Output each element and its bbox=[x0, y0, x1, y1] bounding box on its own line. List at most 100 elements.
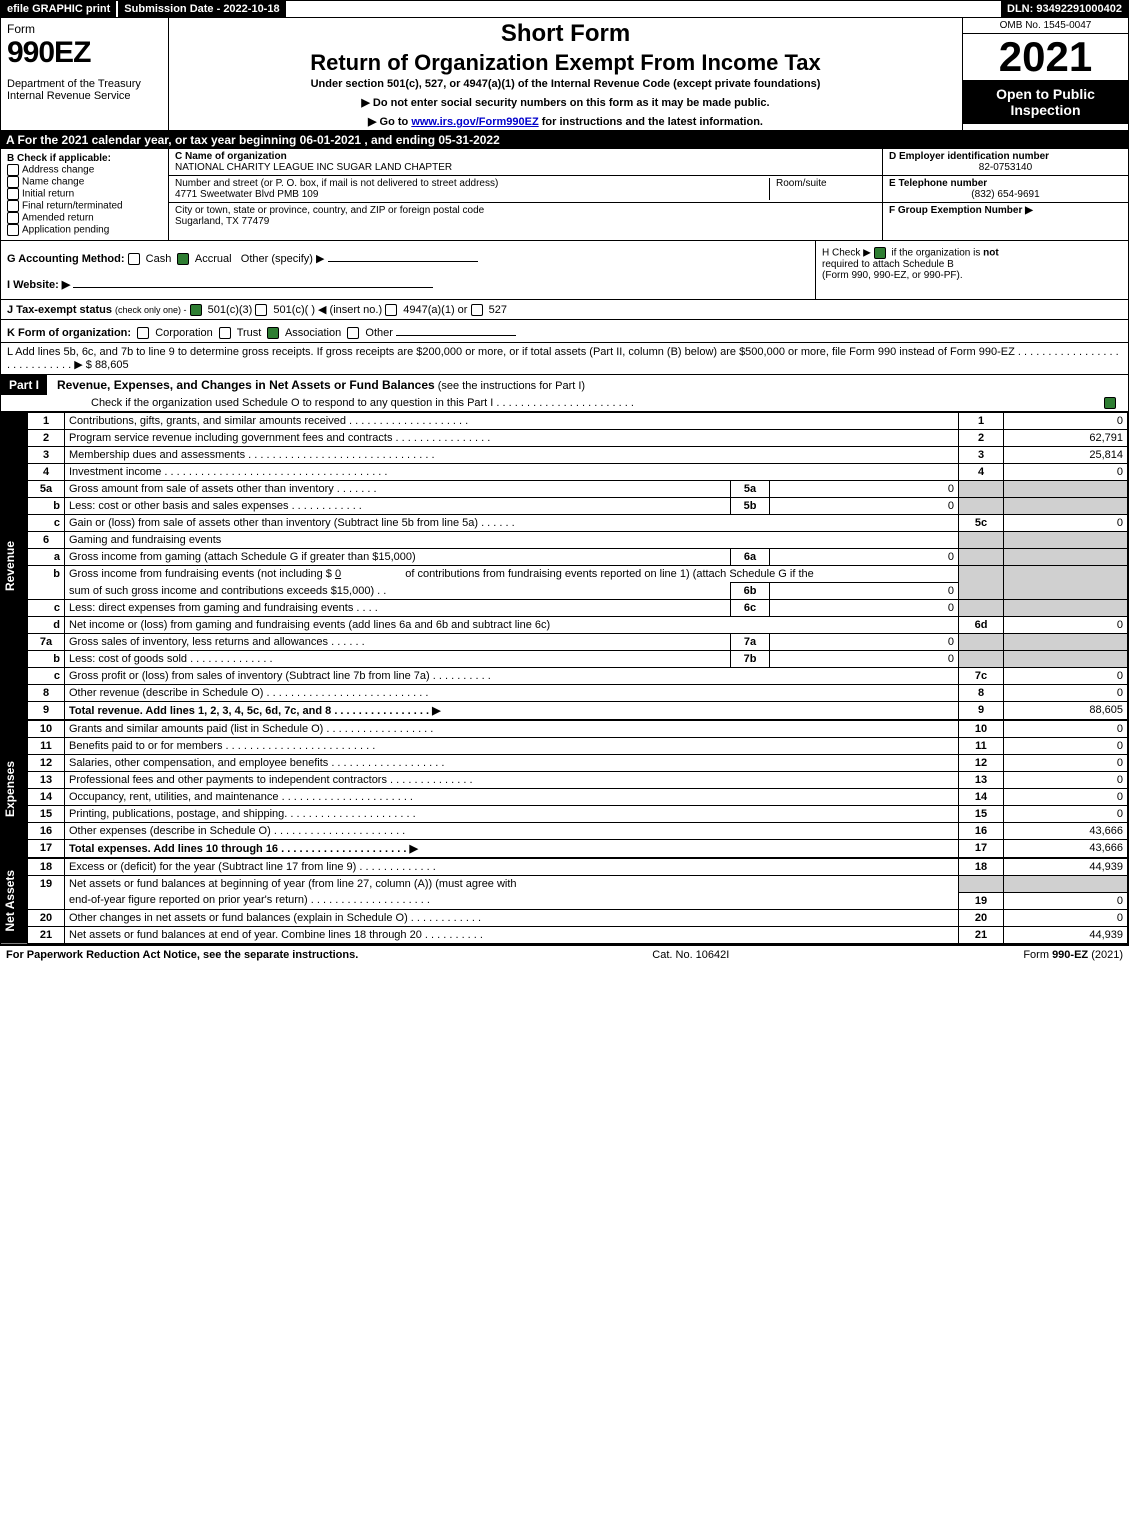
l6d-desc: Net income or (loss) from gaming and fun… bbox=[65, 617, 959, 634]
c-name-row: C Name of organization NATIONAL CHARITY … bbox=[169, 149, 882, 176]
revenue-tab: Revenue bbox=[1, 412, 27, 720]
footer-catno: Cat. No. 10642I bbox=[652, 949, 729, 961]
l14-val: 0 bbox=[1004, 789, 1128, 806]
other-input[interactable] bbox=[328, 249, 478, 262]
website-input[interactable] bbox=[73, 275, 433, 288]
l19-desc2: end-of-year figure reported on prior yea… bbox=[65, 892, 959, 909]
chk-address-change[interactable]: Address change bbox=[7, 164, 162, 176]
line-7b: bLess: cost of goods sold . . . . . . . … bbox=[28, 651, 1128, 668]
part1-header: Part I Revenue, Expenses, and Changes in… bbox=[0, 375, 1129, 412]
l21-val: 44,939 bbox=[1004, 926, 1128, 943]
other-org-input[interactable] bbox=[396, 323, 516, 336]
line-19-1: 19Net assets or fund balances at beginni… bbox=[28, 876, 1128, 893]
l19-desc: Net assets or fund balances at beginning… bbox=[65, 876, 959, 893]
l7b-shade1 bbox=[959, 651, 1004, 668]
chk-application-pending[interactable]: Application pending bbox=[7, 224, 162, 236]
line-12: 12Salaries, other compensation, and empl… bbox=[28, 755, 1128, 772]
chk-501c3[interactable] bbox=[190, 304, 202, 316]
chk-4947[interactable] bbox=[385, 304, 397, 316]
l6b-shade1 bbox=[959, 566, 1004, 600]
l6-shade1 bbox=[959, 532, 1004, 549]
chk-amended-return[interactable]: Amended return bbox=[7, 212, 162, 224]
l6c-shade2 bbox=[1004, 600, 1128, 617]
chk-trust[interactable] bbox=[219, 327, 231, 339]
expenses-tab: Expenses bbox=[1, 720, 27, 858]
revenue-table: 1Contributions, gifts, grants, and simil… bbox=[27, 412, 1128, 720]
line-5a: 5aGross amount from sale of assets other… bbox=[28, 481, 1128, 498]
l2-box: 2 bbox=[959, 430, 1004, 447]
line-5b: bLess: cost or other basis and sales exp… bbox=[28, 498, 1128, 515]
l7a-shade1 bbox=[959, 634, 1004, 651]
chk-name-change[interactable]: Name change bbox=[7, 176, 162, 188]
l6-desc: Gaming and fundraising events bbox=[65, 532, 959, 549]
other-label: Other (specify) ▶ bbox=[241, 253, 325, 265]
chk-other-org[interactable] bbox=[347, 327, 359, 339]
chk-final-return[interactable]: Final return/terminated bbox=[7, 200, 162, 212]
line-9: 9Total revenue. Add lines 1, 2, 3, 4, 5c… bbox=[28, 702, 1128, 720]
net-assets-table: 18Excess or (deficit) for the year (Subt… bbox=[27, 858, 1128, 944]
l7b-num: b bbox=[28, 651, 65, 668]
chk-accrual[interactable] bbox=[177, 253, 189, 265]
chk-527[interactable] bbox=[471, 304, 483, 316]
l18-box: 18 bbox=[959, 859, 1004, 876]
col-b: B Check if applicable: Address change Na… bbox=[1, 149, 169, 240]
l13-num: 13 bbox=[28, 772, 65, 789]
dln: DLN: 93492291000402 bbox=[1001, 1, 1128, 17]
chk-schedule-b[interactable] bbox=[874, 247, 886, 259]
l5b-num: b bbox=[28, 498, 65, 515]
cash-label: Cash bbox=[146, 253, 172, 265]
irs-link[interactable]: www.irs.gov/Form990EZ bbox=[411, 116, 538, 128]
chk-501c[interactable] bbox=[255, 304, 267, 316]
l6d-num: d bbox=[28, 617, 65, 634]
l7a-num: 7a bbox=[28, 634, 65, 651]
l21-desc: Net assets or fund balances at end of ye… bbox=[65, 926, 959, 943]
l3-val: 25,814 bbox=[1004, 447, 1128, 464]
l2-desc: Program service revenue including govern… bbox=[65, 430, 959, 447]
form-number: 990EZ bbox=[7, 36, 162, 70]
room-suite-label: Room/suite bbox=[769, 178, 876, 200]
g-row: G Accounting Method: Cash Accrual Other … bbox=[1, 241, 815, 299]
l5a-il: 5a bbox=[731, 481, 770, 498]
l9-val: 88,605 bbox=[1004, 702, 1128, 720]
l7b-desc: Less: cost of goods sold . . . . . . . .… bbox=[65, 651, 731, 668]
l15-val: 0 bbox=[1004, 806, 1128, 823]
chk-schedule-o[interactable] bbox=[1104, 397, 1116, 409]
l16-val: 43,666 bbox=[1004, 823, 1128, 840]
line-1: 1Contributions, gifts, grants, and simil… bbox=[28, 413, 1128, 430]
l4-box: 4 bbox=[959, 464, 1004, 481]
l5b-shade2 bbox=[1004, 498, 1128, 515]
l15-box: 15 bbox=[959, 806, 1004, 823]
line-16: 16Other expenses (describe in Schedule O… bbox=[28, 823, 1128, 840]
section-bcd: B Check if applicable: Address change Na… bbox=[0, 149, 1129, 241]
h-text3: required to attach Schedule B bbox=[822, 259, 954, 270]
line-4: 4Investment income . . . . . . . . . . .… bbox=[28, 464, 1128, 481]
efile-print-button[interactable]: efile GRAPHIC print bbox=[1, 1, 116, 17]
chk-name-change-label: Name change bbox=[22, 177, 84, 188]
line-11: 11Benefits paid to or for members . . . … bbox=[28, 738, 1128, 755]
line-8: 8Other revenue (describe in Schedule O) … bbox=[28, 685, 1128, 702]
chk-final-return-label: Final return/terminated bbox=[22, 201, 123, 212]
net-assets-block: Net Assets 18Excess or (deficit) for the… bbox=[0, 858, 1129, 945]
l16-box: 16 bbox=[959, 823, 1004, 840]
chk-association[interactable] bbox=[267, 327, 279, 339]
footer-left: For Paperwork Reduction Act Notice, see … bbox=[6, 949, 358, 961]
l5c-box: 5c bbox=[959, 515, 1004, 532]
l6c-shade1 bbox=[959, 600, 1004, 617]
l7c-num: c bbox=[28, 668, 65, 685]
chk-initial-return-label: Initial return bbox=[22, 189, 74, 200]
chk-corporation[interactable] bbox=[137, 327, 149, 339]
line-a: A For the 2021 calendar year, or tax yea… bbox=[0, 131, 1129, 149]
line-17: 17Total expenses. Add lines 10 through 1… bbox=[28, 840, 1128, 858]
l6a-num: a bbox=[28, 549, 65, 566]
org-address: 4771 Sweetwater Blvd PMB 109 bbox=[175, 189, 769, 200]
instr-goto-pre: ▶ Go to bbox=[368, 116, 411, 128]
h-text4: (Form 990, 990-EZ, or 990-PF). bbox=[822, 270, 963, 281]
l6b-desc1: Gross income from fundraising events (no… bbox=[65, 566, 959, 583]
chk-cash[interactable] bbox=[128, 253, 140, 265]
l16-desc: Other expenses (describe in Schedule O) … bbox=[65, 823, 959, 840]
l5c-desc: Gain or (loss) from sale of assets other… bbox=[65, 515, 959, 532]
open-to-public: Open to Public Inspection bbox=[963, 80, 1128, 124]
l-value: 88,605 bbox=[95, 359, 129, 371]
l12-desc: Salaries, other compensation, and employ… bbox=[65, 755, 959, 772]
chk-initial-return[interactable]: Initial return bbox=[7, 188, 162, 200]
